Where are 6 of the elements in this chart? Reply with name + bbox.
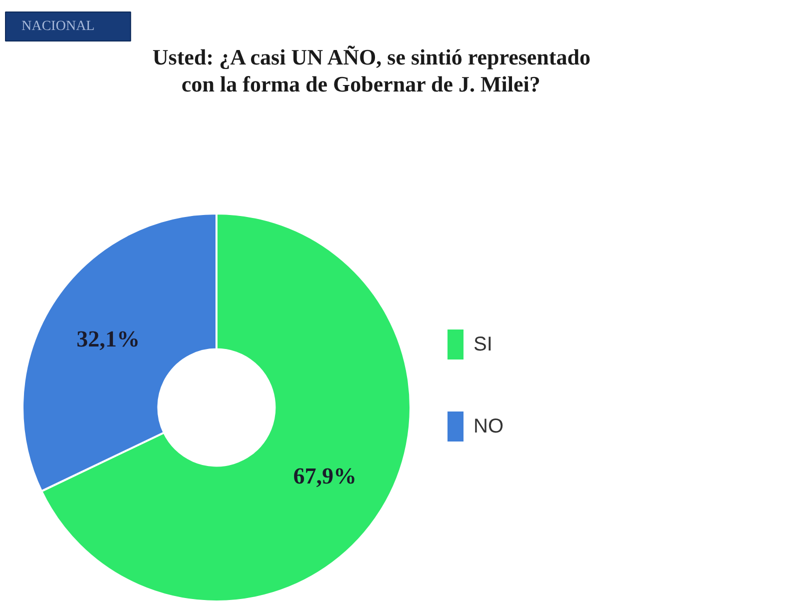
legend-label: NO xyxy=(474,416,504,438)
chart-title: Usted: ¿A casi UN AÑO, se sintió representado con la forma de Gobernar de J. Milei? xyxy=(152,44,590,96)
legend-label: SI xyxy=(474,334,492,356)
data-label: 67,9% xyxy=(293,463,356,488)
data-label: 32,1% xyxy=(76,326,140,352)
text: NACIONAL xyxy=(22,19,95,34)
